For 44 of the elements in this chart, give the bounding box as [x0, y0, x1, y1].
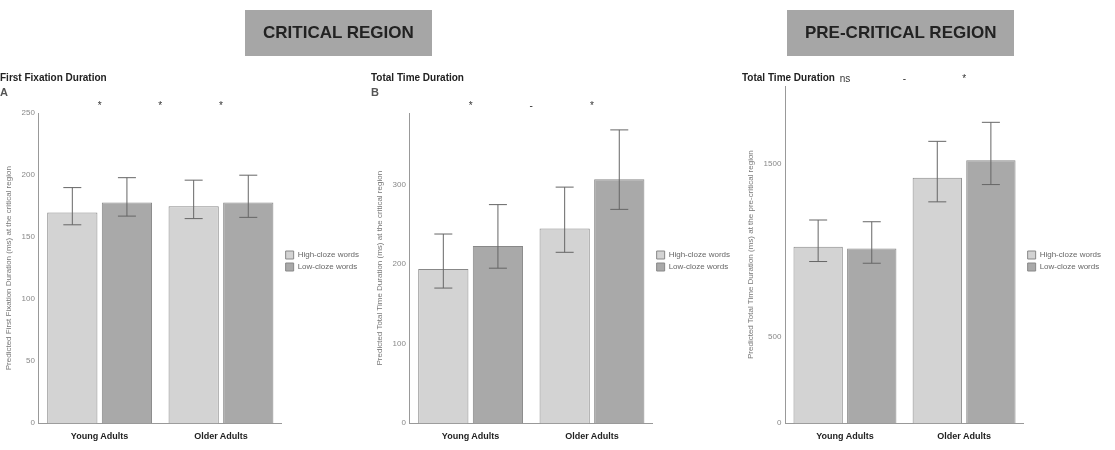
text: * [97, 99, 102, 111]
y-axis-title: Predicted Total Time Duration (ms) at the pre-critical region [746, 150, 755, 360]
x-tick-label: Older Adults [937, 431, 991, 442]
text: * [590, 99, 595, 111]
y-tick-label: 200 [21, 170, 36, 180]
y-tick-label: 0 [401, 418, 407, 428]
y-tick-label: 200 [392, 259, 407, 269]
legend-label: Low-cloze words [297, 262, 358, 272]
text: - [902, 72, 907, 84]
x-tick-label: Older Adults [565, 431, 619, 442]
text: * [219, 99, 224, 111]
legend-label: High-cloze words [1039, 250, 1101, 260]
legend-label: Low-cloze words [668, 262, 729, 272]
legend-label: High-cloze words [668, 250, 730, 260]
y-tick-label: 500 [768, 331, 782, 341]
chart-title: Total Time Duration [742, 71, 835, 83]
text: - [529, 99, 533, 111]
legend-label: Low-cloze words [1039, 262, 1100, 272]
chart-subtitle: A [0, 85, 8, 98]
x-tick-label: Young Adults [441, 431, 500, 442]
y-tick-label: 1500 [763, 159, 782, 169]
chart-title: Total Time Duration [371, 71, 464, 83]
legend-label: High-cloze words [297, 250, 359, 260]
text: PRE-CRITICAL REGION [787, 10, 1015, 56]
y-tick-label: 0 [776, 418, 782, 428]
y-tick-label: 300 [392, 179, 407, 189]
x-tick-label: Older Adults [194, 431, 248, 442]
x-tick-label: Young Adults [70, 431, 129, 442]
text: * [158, 99, 163, 111]
text: ns [839, 72, 851, 84]
x-tick-label: Young Adults [816, 431, 874, 442]
text: * [468, 99, 473, 111]
y-tick-label: 100 [392, 338, 407, 348]
text: CRITICAL REGION [245, 10, 432, 56]
y-axis-title: Predicted Total Time Duration (ms) at the critical region [375, 170, 384, 366]
y-axis-title: Predicted First Fixation Duration (ms) at the critical region [4, 166, 13, 371]
y-tick-label: 50 [26, 356, 36, 366]
chart-title: First Fixation Duration [0, 71, 107, 83]
y-tick-label: 250 [21, 108, 36, 118]
y-tick-label: 150 [21, 232, 36, 242]
text: * [962, 72, 967, 84]
y-tick-label: 100 [21, 294, 36, 304]
chart-subtitle: B [371, 85, 379, 98]
y-tick-label: 0 [30, 418, 36, 428]
